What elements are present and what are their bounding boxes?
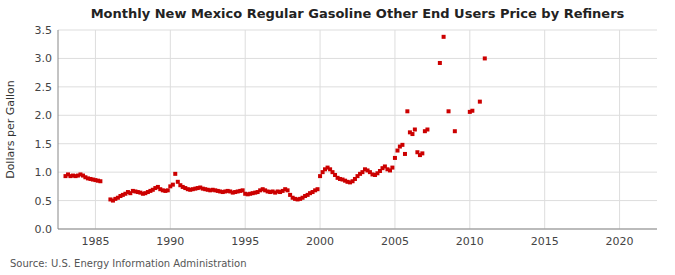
point — [390, 166, 394, 170]
point — [173, 172, 177, 176]
point — [241, 188, 245, 192]
y-tick-label: 0.0 — [35, 223, 53, 236]
y-tick-label: 2.0 — [35, 109, 53, 122]
y-grid-line — [58, 172, 657, 173]
point — [470, 109, 474, 113]
point — [316, 187, 320, 191]
point — [413, 128, 417, 132]
point — [166, 188, 170, 192]
point — [425, 128, 429, 132]
point — [395, 149, 399, 153]
y-tick-label: 3.0 — [35, 52, 53, 65]
y-tick-label: 1.5 — [35, 138, 53, 151]
x-grid-line — [469, 30, 470, 229]
x-grid-line — [95, 30, 96, 229]
y-grid-line — [58, 86, 657, 87]
point — [403, 152, 407, 156]
x-tick-label: 2000 — [306, 235, 334, 248]
y-grid-line — [58, 200, 657, 201]
x-grid-line — [320, 30, 321, 229]
x-axis-line — [58, 229, 657, 230]
point — [478, 100, 482, 104]
y-tick-label: 3.5 — [35, 24, 53, 37]
x-tick-label: 2010 — [456, 235, 484, 248]
point — [318, 174, 322, 178]
x-grid-line — [394, 30, 395, 229]
point — [438, 61, 442, 65]
point — [410, 132, 414, 136]
point — [171, 183, 175, 187]
title: Monthly New Mexico Regular Gasoline Othe… — [91, 6, 625, 21]
y-grid-line — [58, 58, 657, 59]
x-tick-label: 2015 — [531, 235, 559, 248]
grid — [58, 30, 657, 229]
y-grid-line — [58, 115, 657, 116]
point — [98, 179, 102, 183]
x-tick-label: 2020 — [606, 235, 634, 248]
x-grid-line — [619, 30, 620, 229]
point — [420, 151, 424, 155]
y-grid-line — [58, 229, 657, 230]
y-axis-line — [58, 30, 59, 229]
y-tick-label: 0.5 — [35, 195, 53, 208]
x-tick-label: 1995 — [231, 235, 259, 248]
points — [63, 35, 486, 203]
x-grid-line — [544, 30, 545, 229]
point — [176, 180, 180, 184]
y-grid-line — [58, 143, 657, 144]
chart: 0.0 0.5 1.0 1.5 2.0 2.5 3.0 3.5 1985 1990 1995 2000… — [0, 0, 675, 275]
annotation: Source: U.S. Energy Information Administ… — [10, 258, 247, 269]
point — [483, 56, 487, 60]
y-grid-line — [58, 30, 657, 31]
x-tick-label: 2005 — [381, 235, 409, 248]
x-grid-line — [170, 30, 171, 229]
point — [405, 109, 409, 113]
x-tick-label: 1990 — [156, 235, 184, 248]
x-tick-label: 1985 — [81, 235, 109, 248]
point — [393, 156, 397, 160]
point — [286, 188, 290, 192]
point — [400, 143, 404, 147]
y-axis-label: Dollars per Gallon — [4, 80, 17, 179]
x-grid-line — [245, 30, 246, 229]
axes: 0.0 0.5 1.0 1.5 2.0 2.5 3.0 3.5 1985 1990 1995 2000… — [35, 24, 658, 248]
point — [453, 129, 457, 133]
point — [442, 35, 446, 39]
point — [447, 109, 451, 113]
y-tick-label: 2.5 — [35, 81, 53, 94]
y-tick-label: 1.0 — [35, 166, 53, 179]
